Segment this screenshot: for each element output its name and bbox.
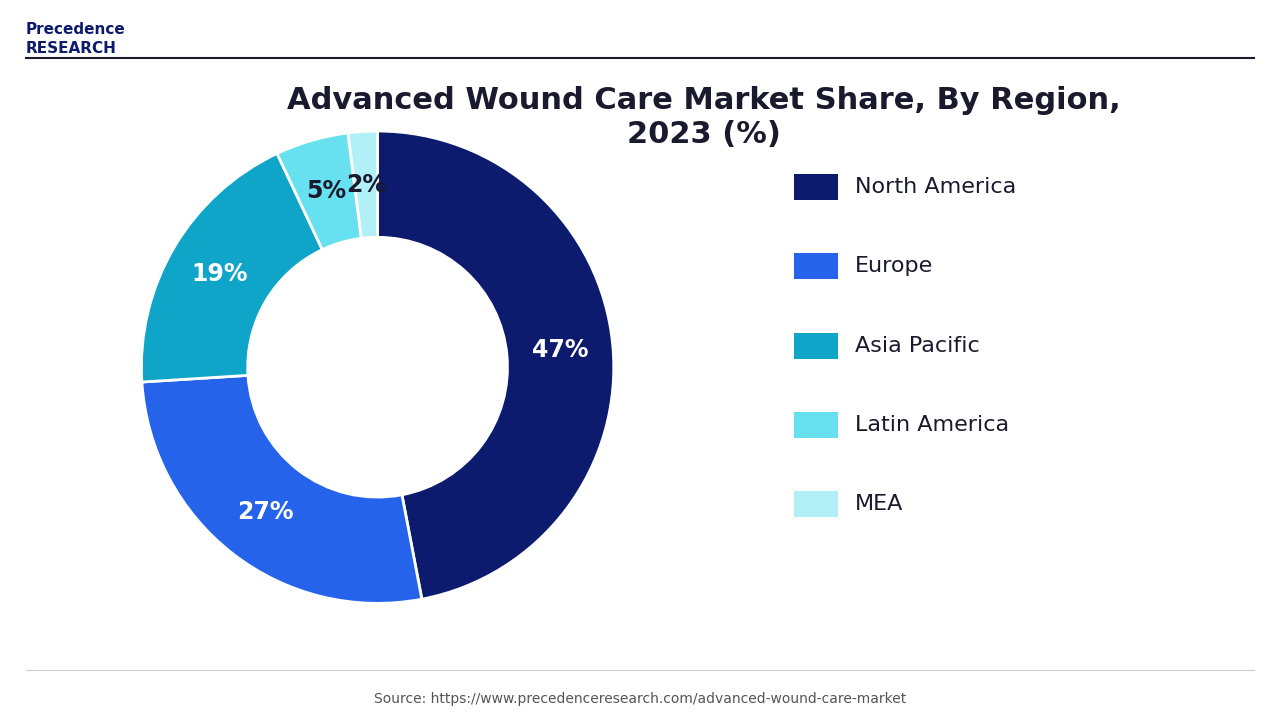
Text: North America: North America	[855, 177, 1016, 197]
Text: Europe: Europe	[855, 256, 933, 276]
Text: Latin America: Latin America	[855, 415, 1009, 435]
Wedge shape	[142, 375, 422, 603]
Text: MEA: MEA	[855, 494, 904, 514]
Text: Source: https://www.precedenceresearch.com/advanced-wound-care-market: Source: https://www.precedenceresearch.c…	[374, 692, 906, 706]
Text: 5%: 5%	[306, 179, 347, 204]
Wedge shape	[142, 153, 323, 382]
Wedge shape	[348, 131, 378, 238]
Text: 27%: 27%	[237, 500, 293, 524]
Text: 19%: 19%	[192, 262, 248, 286]
Text: 47%: 47%	[531, 338, 588, 362]
Text: 2%: 2%	[346, 173, 387, 197]
Text: Precedence
RESEARCH: Precedence RESEARCH	[26, 22, 125, 56]
Text: Advanced Wound Care Market Share, By Region,
2023 (%): Advanced Wound Care Market Share, By Reg…	[287, 86, 1121, 149]
Text: Asia Pacific: Asia Pacific	[855, 336, 979, 356]
Wedge shape	[276, 133, 361, 250]
Wedge shape	[378, 131, 613, 599]
